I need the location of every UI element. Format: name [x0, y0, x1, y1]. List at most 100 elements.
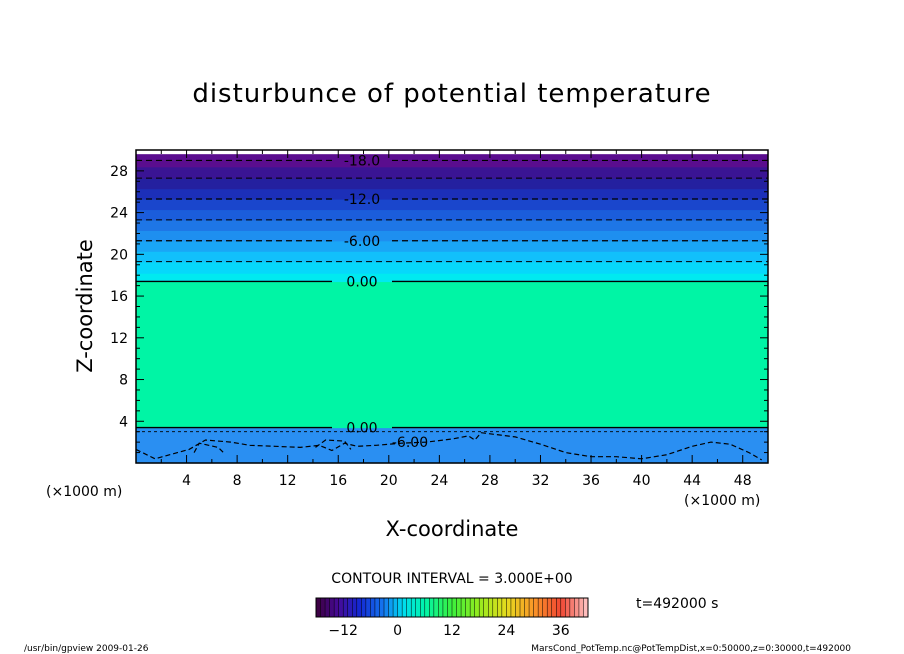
- x-axis-unit: (×1000 m): [684, 493, 760, 509]
- contour-label-2: -12.0: [344, 192, 380, 208]
- contour-interval-text: CONTOUR INTERVAL = 3.000E+00: [331, 571, 572, 587]
- y-tick-label: 16: [110, 289, 128, 305]
- colorbar-cell: [347, 598, 353, 617]
- y-axis-label: Z-coordinate: [73, 239, 97, 373]
- colorbar-tick-label: 24: [497, 623, 515, 639]
- colorbar-cell: [406, 598, 412, 617]
- colorbar-cell: [452, 598, 457, 617]
- colorbar-cell: [447, 598, 453, 617]
- lower-contour-loop-b: [315, 439, 352, 450]
- colorbar-cell: [483, 598, 489, 617]
- band-3: [136, 261, 768, 274]
- colorbar-cell: [397, 598, 403, 617]
- y-tick-label: 28: [110, 164, 128, 180]
- colorbar-cell: [538, 598, 543, 617]
- colorbar-cell: [520, 598, 525, 617]
- x-tick-label: 4: [182, 473, 191, 489]
- colorbar-cell: [510, 598, 516, 617]
- colorbar-cell: [574, 598, 580, 617]
- y-tick-label: 12: [110, 331, 128, 347]
- y-tick-label: 4: [119, 414, 128, 430]
- colorbar-cell: [524, 598, 530, 617]
- footer-left: /usr/bin/gpview 2009-01-26: [24, 644, 149, 654]
- colorbar-cell: [334, 598, 339, 617]
- band-12: [136, 166, 768, 179]
- colorbar: −12 0 12 24 36: [315, 597, 589, 639]
- colorbar-cell: [402, 598, 407, 617]
- plot-area: 0.00 -6.00 -12.0 -18.0 0.00 -6.00: [135, 150, 768, 464]
- x-tick-label: 40: [633, 473, 651, 489]
- colorbar-cell: [479, 598, 485, 617]
- colorbar-cell: [361, 598, 367, 617]
- colorbar-cell: [379, 598, 385, 617]
- colorbar-cell: [533, 598, 539, 617]
- colorbar-cell: [547, 598, 553, 617]
- colorbar-cell: [551, 598, 557, 617]
- colorbar-cell: [492, 598, 498, 617]
- colorbar-cell: [583, 598, 589, 617]
- colorbar-cell: [320, 598, 326, 617]
- band-9: [136, 199, 768, 211]
- x-tick-label: 24: [430, 473, 448, 489]
- band-10: [136, 188, 768, 200]
- colorbar-cell: [325, 598, 330, 617]
- colorbar-cell: [411, 598, 417, 617]
- colorbar-cell: [415, 598, 421, 617]
- colorbar-cell: [384, 598, 389, 617]
- y-tick-label: 20: [110, 247, 128, 263]
- colorbar-cell: [438, 598, 444, 617]
- colorbar-cell: [352, 598, 358, 617]
- colorbar-tick-label: 0: [393, 623, 402, 639]
- x-tick-label: 8: [233, 473, 242, 489]
- band-1: [136, 281, 768, 429]
- colorbar-cell: [343, 598, 349, 617]
- band-0: [136, 427, 768, 464]
- colorbar-cell: [388, 598, 394, 617]
- band-11: [136, 178, 768, 190]
- contour-label-3: -18.0: [344, 153, 380, 169]
- lower-contour-loop-a: [193, 442, 225, 455]
- band-7: [136, 219, 768, 231]
- colorbar-cell: [442, 598, 448, 617]
- chart-title: disturbunce of potential temperature: [192, 79, 711, 109]
- colorbar-cell: [429, 598, 435, 617]
- lower-contour-minus6: [135, 432, 762, 461]
- x-tick-label: 32: [532, 473, 550, 489]
- colorbar-frame: [315, 597, 589, 618]
- y-axis-unit: (×1000 m): [46, 484, 122, 500]
- x-tick-label: 36: [582, 473, 600, 489]
- colorbar-tick-label: 12: [443, 623, 461, 639]
- colorbar-tick-label: 36: [552, 623, 570, 639]
- colorbar-cell: [560, 598, 566, 617]
- colorbar-cell: [356, 598, 362, 617]
- band-5: [136, 240, 768, 252]
- colorbar-cell: [424, 598, 430, 617]
- footer-right: MarsCond_PotTemp.nc@PotTempDist,x=0:5000…: [531, 644, 851, 654]
- contour-label-1: -6.00: [344, 234, 380, 250]
- colorbar-cell: [501, 598, 507, 617]
- x-axis-label: X-coordinate: [386, 517, 519, 541]
- band-6: [136, 230, 768, 242]
- band-4: [136, 251, 768, 263]
- y-tick-label: 24: [110, 206, 128, 222]
- colorbar-cell: [329, 598, 335, 617]
- colorbar-cell: [578, 598, 584, 617]
- colorbar-cell: [420, 598, 426, 617]
- colorbar-cell: [488, 598, 494, 617]
- colorbar-cell: [393, 598, 398, 617]
- colorbar-cell: [556, 598, 562, 617]
- colorbar-cell: [474, 598, 480, 617]
- colorbar-cell: [470, 598, 475, 617]
- x-tick-label: 20: [380, 473, 398, 489]
- band-2: [136, 273, 768, 283]
- time-label: t=492000 s: [636, 596, 718, 612]
- colorbar-cell: [374, 598, 380, 617]
- contour-label-4: 0.00: [346, 421, 377, 437]
- colorbar-cell: [542, 598, 548, 617]
- x-tick-label: 16: [329, 473, 347, 489]
- colorbar-tick-label: −12: [328, 623, 358, 639]
- y-tick-label: 8: [119, 373, 128, 389]
- colorbar-cell: [338, 598, 344, 617]
